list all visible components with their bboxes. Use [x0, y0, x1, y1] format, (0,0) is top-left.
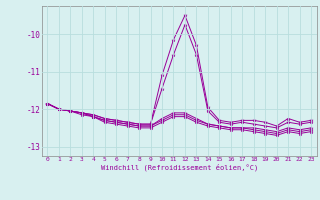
X-axis label: Windchill (Refroidissement éolien,°C): Windchill (Refroidissement éolien,°C) [100, 164, 258, 171]
